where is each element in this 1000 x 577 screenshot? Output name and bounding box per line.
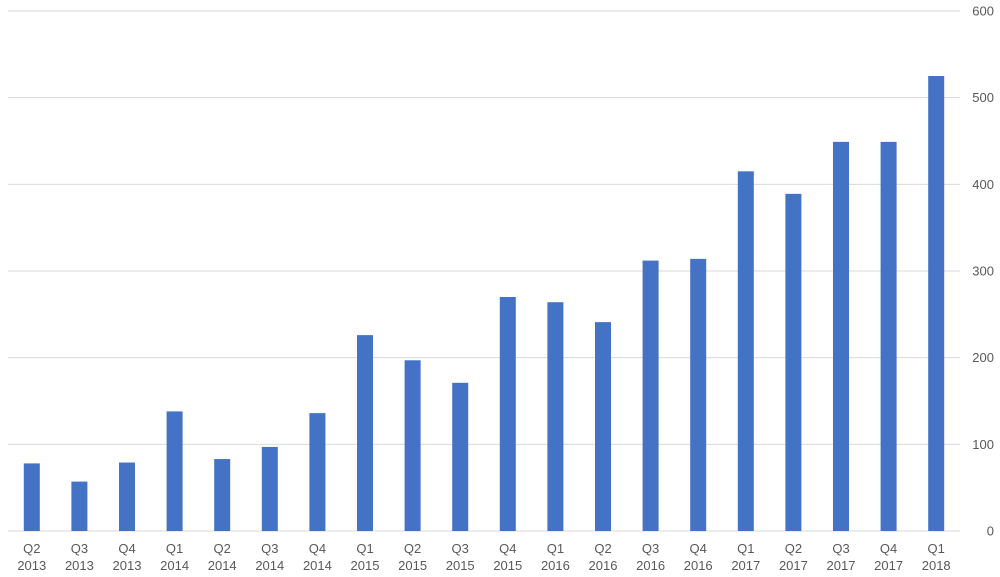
bar <box>499 297 516 531</box>
bar <box>833 141 849 531</box>
y-tick-label: 500 <box>972 90 994 105</box>
y-tick-label: 300 <box>972 264 994 279</box>
x-tick-label: Q4 2017 <box>874 541 903 573</box>
x-tick-label: Q2 2014 <box>208 541 237 573</box>
y-axis-tick-labels: 0 100 200 300 400 500 600 <box>972 4 994 539</box>
x-tick-label: Q2 2015 <box>398 541 427 573</box>
x-tick-label: Q1 2014 <box>160 541 189 573</box>
y-tick-label: 400 <box>972 177 994 192</box>
bar <box>71 481 88 531</box>
bar <box>119 462 135 531</box>
x-tick-label: Q2 2016 <box>589 541 618 573</box>
x-tick-label: Q1 2016 <box>541 541 570 573</box>
y-tick-label: 100 <box>972 437 994 452</box>
x-tick-label: Q1 2018 <box>922 541 951 573</box>
bar <box>595 322 611 531</box>
bar <box>309 413 326 531</box>
x-tick-label: Q3 2017 <box>827 541 856 573</box>
x-tick-label: Q2 2017 <box>779 541 808 573</box>
grid-lines <box>8 10 960 532</box>
x-tick-label: Q3 2013 <box>65 541 94 573</box>
x-tick-label: Q4 2015 <box>493 541 522 573</box>
x-tick-label: Q2 2013 <box>17 541 46 573</box>
bar <box>404 360 421 531</box>
bar <box>690 258 707 531</box>
bar <box>547 302 564 531</box>
bar <box>880 141 897 531</box>
x-axis-tick-labels: Q2 2013 Q3 2013 Q4 2013 Q1 2014 Q2 2014 Q3 2014 Q4 20… <box>17 541 950 573</box>
x-tick-label: Q3 2014 <box>255 541 284 573</box>
x-tick-label: Q1 2017 <box>731 541 760 573</box>
x-tick-label: Q3 2015 <box>446 541 475 573</box>
bar <box>928 76 945 531</box>
bars <box>23 76 945 532</box>
y-tick-label: 600 <box>972 4 994 19</box>
x-tick-label: Q3 2016 <box>636 541 665 573</box>
bar <box>357 335 373 531</box>
bar <box>737 171 754 532</box>
x-tick-label: Q4 2014 <box>303 541 332 573</box>
bar <box>261 446 278 531</box>
x-tick-label: Q4 2016 <box>684 541 713 573</box>
bar <box>785 193 802 531</box>
y-tick-label: 0 <box>987 524 994 539</box>
x-tick-label: Q4 2013 <box>113 541 142 573</box>
bar <box>214 459 231 531</box>
bar <box>23 463 40 531</box>
bar <box>166 411 183 531</box>
x-tick-label: Q1 2015 <box>351 541 380 573</box>
y-tick-label: 200 <box>972 350 994 365</box>
bar <box>642 260 659 531</box>
bar <box>452 382 469 531</box>
